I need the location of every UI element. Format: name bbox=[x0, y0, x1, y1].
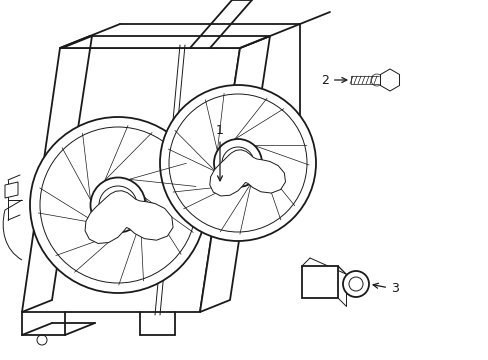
Polygon shape bbox=[209, 150, 285, 196]
Text: 1: 1 bbox=[216, 123, 224, 181]
Text: 2: 2 bbox=[321, 73, 346, 86]
Ellipse shape bbox=[30, 117, 205, 293]
Ellipse shape bbox=[169, 94, 306, 232]
Ellipse shape bbox=[160, 85, 315, 241]
Ellipse shape bbox=[222, 147, 253, 179]
Ellipse shape bbox=[90, 177, 145, 233]
Ellipse shape bbox=[214, 139, 262, 187]
Polygon shape bbox=[380, 69, 399, 91]
Polygon shape bbox=[85, 191, 173, 243]
Polygon shape bbox=[60, 36, 269, 48]
Polygon shape bbox=[22, 48, 240, 312]
Circle shape bbox=[342, 271, 368, 297]
Ellipse shape bbox=[40, 127, 196, 283]
Text: 3: 3 bbox=[372, 283, 398, 296]
Polygon shape bbox=[302, 266, 337, 298]
Polygon shape bbox=[5, 182, 18, 198]
Ellipse shape bbox=[99, 186, 137, 224]
Polygon shape bbox=[200, 36, 269, 312]
